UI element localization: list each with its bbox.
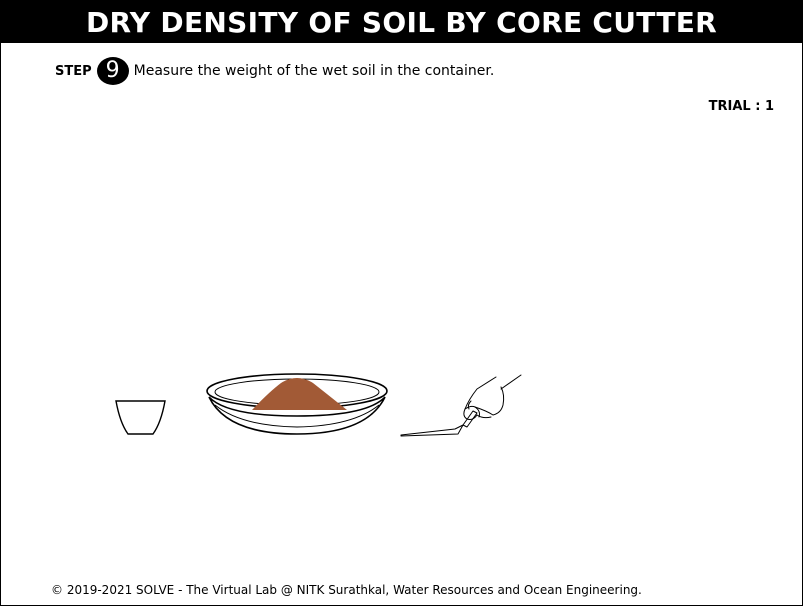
tray-with-soil-icon[interactable] (206, 373, 388, 435)
step-label: STEP (55, 63, 92, 79)
scene-svg (115, 373, 522, 437)
step-number-badge: 9 (96, 57, 129, 85)
page-title: DRY DENSITY OF SOIL BY CORE CUTTER (1, 1, 802, 43)
footer-copyright: © 2019-2021 SOLVE - The Virtual Lab @ NI… (51, 583, 642, 597)
container-icon[interactable] (115, 400, 166, 435)
hand-trowel-icon[interactable] (400, 374, 522, 437)
experiment-scene (1, 361, 802, 451)
step-instruction: STEP 9 Measure the weight of the wet soi… (55, 57, 494, 85)
trial-indicator: TRIAL : 1 (708, 99, 774, 114)
soil-heap (252, 378, 347, 410)
step-text: Measure the weight of the wet soil in th… (133, 63, 495, 79)
